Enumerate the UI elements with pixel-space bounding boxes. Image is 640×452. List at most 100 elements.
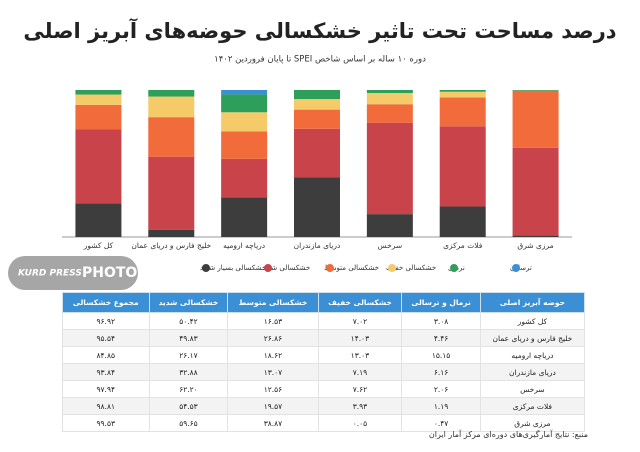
- table-row: فلات مرکزی ۱.۱۹ ۳.۹۳ ۱۹.۵۷ ۵۴.۵۳ ۹۸.۸۱: [62, 397, 586, 415]
- table-cell: ۹۵.۵۴: [62, 329, 150, 347]
- table-cell: ۱.۱۹: [401, 397, 481, 415]
- bar-segment: [75, 203, 122, 237]
- header-cell: مجموع خشکسالی: [62, 292, 150, 313]
- bar-segment: [148, 156, 195, 230]
- table-cell: ۱۲.۵۶: [227, 380, 319, 398]
- table-cell: دریای مازندران: [479, 363, 586, 381]
- table-cell: ۰.۰۵: [317, 414, 403, 432]
- table-cell: ۷.۰۲: [317, 312, 403, 330]
- bar-segment: [75, 94, 122, 105]
- data-table: حوضه آبریز اصلی نرمال و ترسالی خشکسالی خفی…: [62, 292, 586, 432]
- bar-segment: [512, 90, 559, 148]
- table-cell: ۳.۹۳: [317, 397, 403, 415]
- bar-segment: [366, 104, 413, 123]
- table-cell: خلیج فارس و دریای عمان: [479, 329, 586, 347]
- table-cell: ۰.۴۷: [401, 414, 481, 432]
- legend-label: ترسالی: [510, 264, 532, 272]
- table-cell: ۲۶.۸۶: [227, 329, 319, 347]
- source-note: منبع: نتایج آمارگیری‌های دوره‌ای مرکز آم…: [428, 430, 588, 439]
- table-cell: ۴۹.۸۳: [148, 329, 229, 347]
- table-cell: فلات مرکزی: [479, 397, 586, 415]
- table-cell: ۵۹.۶۵: [148, 414, 229, 432]
- table-cell: ۹۶.۹۲: [62, 312, 150, 330]
- watermark-label: PHOTO: [82, 265, 137, 281]
- legend-label: خشکسالی شدید: [262, 264, 310, 272]
- table-cell: ۳۲.۸۸: [148, 363, 229, 381]
- bar-segment: [75, 104, 122, 130]
- table-row: دریای مازندران ۶.۱۶ ۷.۱۹ ۱۳.۰۷ ۳۲.۸۸ ۹۳.۸۴: [62, 363, 586, 381]
- x-tick-label: کل کشور: [83, 241, 114, 250]
- table-cell: ۱۳.۰۳: [317, 346, 403, 364]
- bar-segment: [221, 131, 268, 159]
- table-cell: ۲.۰۶: [401, 380, 481, 398]
- legend-swatch: [202, 264, 210, 272]
- x-tick-label: مرزی شرق: [517, 241, 553, 250]
- table-cell: ۷.۶۲: [317, 380, 403, 398]
- table-cell: ۳.۰۸: [401, 312, 481, 330]
- table-cell: ۱۵.۱۵: [401, 346, 481, 364]
- x-tick-label: فلات مرکزی: [443, 241, 483, 250]
- bar-segment: [439, 90, 486, 92]
- header-cell: نرمال و ترسالی: [401, 292, 481, 313]
- table-cell: ۳۸.۸۷: [227, 414, 319, 432]
- table-cell: ۱۴.۰۳: [317, 329, 403, 347]
- bar-segment: [221, 112, 268, 132]
- bar-segment: [148, 117, 195, 157]
- legend-label: خشکسالی بسیار شدید: [200, 264, 266, 272]
- bar-segment: [75, 90, 122, 95]
- legend-swatch: [264, 264, 272, 272]
- table-cell: ۹۳.۸۴: [62, 363, 150, 381]
- table-cell: ۱۸.۶۲: [227, 346, 319, 364]
- legend-label: خشکسالی متوسط: [324, 264, 379, 272]
- table-cell: ۹۸.۸۱: [62, 397, 150, 415]
- table-cell: کل کشور: [479, 312, 586, 330]
- table-cell: ۵۴.۵۳: [148, 397, 229, 415]
- watermark-bg: [8, 256, 138, 290]
- table-cell: ۶۲.۲۰: [148, 380, 229, 398]
- table-cell: ۹۹.۵۳: [62, 414, 150, 432]
- bar-segment: [294, 99, 340, 110]
- table-cell: ۲۶.۱۷: [148, 346, 229, 364]
- bar-segment: [366, 214, 413, 237]
- watermark-brand: KURD PRESS: [18, 269, 82, 279]
- table-cell: مرزی شرق: [479, 414, 586, 432]
- table-row: کل کشور ۳.۰۸ ۷.۰۲ ۱۶.۵۳ ۵۰.۴۲ ۹۶.۹۲: [62, 312, 586, 330]
- chart-subtitle: دوره ۱۰ ساله بر اساس شاخص SPEI تا پایان …: [214, 55, 426, 65]
- table-cell: ۱۳.۰۷: [227, 363, 319, 381]
- table-cell: دریاچه ارومیه: [479, 346, 586, 364]
- legend-swatch: [512, 264, 520, 272]
- bar-segment: [148, 90, 195, 97]
- bar-segment: [439, 91, 486, 98]
- chart: درصد مساحت تحت تاثیر خشکسالی حوضه‌های آب…: [8, 18, 617, 290]
- table-cell: ۱۶.۵۳: [227, 312, 319, 330]
- table-cell: ۸۴.۸۵: [62, 346, 150, 364]
- x-tick-label: خلیج فارس و دریای عمان: [131, 241, 211, 250]
- legend-label: خشکسالی خفیف: [386, 264, 436, 272]
- header-cell: خشکسالی متوسط: [227, 292, 319, 313]
- bar-segment: [366, 122, 413, 215]
- bar-segment: [75, 129, 122, 204]
- table-cell: ۷.۱۹: [317, 363, 403, 381]
- table-header: حوضه آبریز اصلی نرمال و ترسالی خشکسالی خفی…: [62, 292, 586, 313]
- bar-segment: [366, 90, 413, 94]
- bar-segment: [221, 197, 268, 237]
- x-tick-label: دریاچه ارومیه: [223, 241, 265, 250]
- bar-segment: [512, 147, 559, 236]
- bar-segment: [512, 235, 559, 237]
- bar-segment: [148, 229, 195, 237]
- x-tick-label: سرخس: [378, 241, 403, 250]
- bar-segment: [148, 96, 195, 118]
- header-cell: خشکسالی خفیف: [317, 292, 403, 313]
- bar-segment: [294, 177, 340, 237]
- table-row: خلیج فارس و دریای عمان ۴.۴۶ ۱۴.۰۳ ۲۶.۸۶ ۴۹.۸…: [62, 329, 586, 347]
- bar-segment: [439, 126, 486, 207]
- x-tick-label: دریای مازندران: [294, 241, 341, 250]
- bar-segment: [512, 90, 559, 91]
- bar-segment: [439, 97, 486, 127]
- bar-segment: [221, 90, 268, 95]
- table-cell: ۴.۴۶: [401, 329, 481, 347]
- table-cell: ۶.۱۶: [401, 363, 481, 381]
- bar-segment: [294, 109, 340, 129]
- table-cell: ۱۹.۵۷: [227, 397, 319, 415]
